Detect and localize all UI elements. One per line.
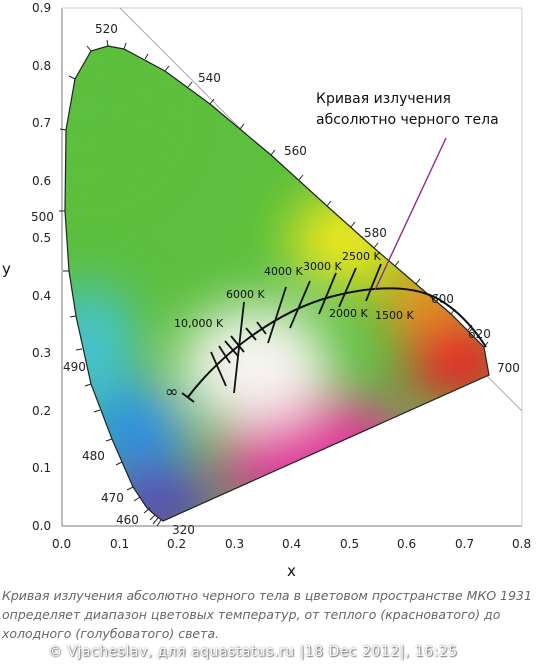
annotation-leader-line: [374, 137, 447, 291]
x-tick-label: 0.2: [167, 537, 186, 551]
y-tick-label: 0.9: [32, 1, 51, 15]
temperature-label-1500k: 1500 K: [375, 309, 414, 322]
wavelength-label-320: 320: [172, 523, 195, 537]
wavelength-label-540: 540: [198, 71, 221, 85]
wavelength-label-490: 490: [63, 360, 86, 374]
isotherm-lines: [210, 263, 382, 394]
wavelength-labels: 320 460 470 480 490 500 520 540 560 580 …: [31, 22, 520, 537]
x-tick-label: 0.8: [512, 537, 531, 551]
x-tick-label: 0.0: [52, 537, 71, 551]
planckian-annotation: Кривая излучения абсолютно черного тела: [316, 91, 499, 291]
y-axis-title: y: [2, 260, 11, 278]
temperature-label-2500k: 2500 K: [342, 250, 381, 263]
wavelength-label-600: 600: [431, 292, 454, 306]
wavelength-label-460: 460: [116, 513, 139, 527]
x-tick-label: 0.5: [340, 537, 359, 551]
x-tick-label: 0.7: [455, 537, 474, 551]
wavelength-label-560: 560: [284, 144, 307, 158]
infinity-end-marker: [181, 392, 195, 403]
y-tick-label: 0.2: [32, 404, 51, 418]
spectral-locus-outline: [64, 45, 490, 522]
y-tick-label: 0.3: [32, 346, 51, 360]
y-tick-label: 0.8: [32, 59, 51, 73]
y-tick-label: 0.4: [32, 289, 51, 303]
temperature-label-2000k: 2000 K: [329, 307, 368, 320]
wavelength-label-480: 480: [82, 449, 105, 463]
wavelength-label-470: 470: [101, 491, 124, 505]
annotation-line-2: абсолютно черного тела: [316, 112, 499, 128]
planckian-locus-curve: [187, 287, 487, 398]
y-tick-label: 0.1: [32, 461, 51, 475]
y-tick-label: 0.0: [32, 519, 51, 533]
temperature-label-3000k: 3000 K: [303, 260, 342, 273]
temperature-label-4000k: 4000 K: [264, 265, 303, 278]
wavelength-label-700: 700: [497, 361, 520, 375]
x-tick-label: 0.1: [110, 537, 129, 551]
y-tick-label: 0.7: [32, 116, 51, 130]
watermark: © Vjacheslav, для aquastatus.ru |18 Dec …: [48, 644, 458, 660]
x-tick-label: 0.4: [282, 537, 301, 551]
wavelength-label-500: 500: [31, 210, 54, 224]
annotation-line-1: Кривая излучения: [316, 91, 451, 107]
wavelength-label-580: 580: [364, 226, 387, 240]
infinity-symbol: ∞: [165, 382, 178, 401]
wavelength-label-520: 520: [95, 22, 118, 36]
temperature-label-6000k: 6000 K: [226, 288, 265, 301]
x-axis-tick-labels: 0.0 0.1 0.2 0.3 0.4 0.5 0.6 0.7 0.8: [52, 537, 531, 551]
x-tick-label: 0.3: [225, 537, 244, 551]
x-tick-label: 0.6: [397, 537, 416, 551]
y-tick-label: 0.5: [32, 231, 51, 245]
locus-wavelength-ticks: [59, 39, 489, 527]
x-axis-title: x: [287, 562, 296, 580]
temperature-label-10000k: 10,000 K: [174, 317, 224, 330]
y-tick-label: 0.6: [32, 174, 51, 188]
y-axis-tick-labels: 0.0 0.1 0.2 0.3 0.4 0.5 0.6 0.7 0.8 0.9: [32, 1, 51, 533]
planckian-locus: 10,000 K 6000 K 4000 K 3000 K 2500 K 200…: [165, 250, 487, 403]
figure-caption: Кривая излучения абсолютно черного тела …: [2, 588, 532, 641]
